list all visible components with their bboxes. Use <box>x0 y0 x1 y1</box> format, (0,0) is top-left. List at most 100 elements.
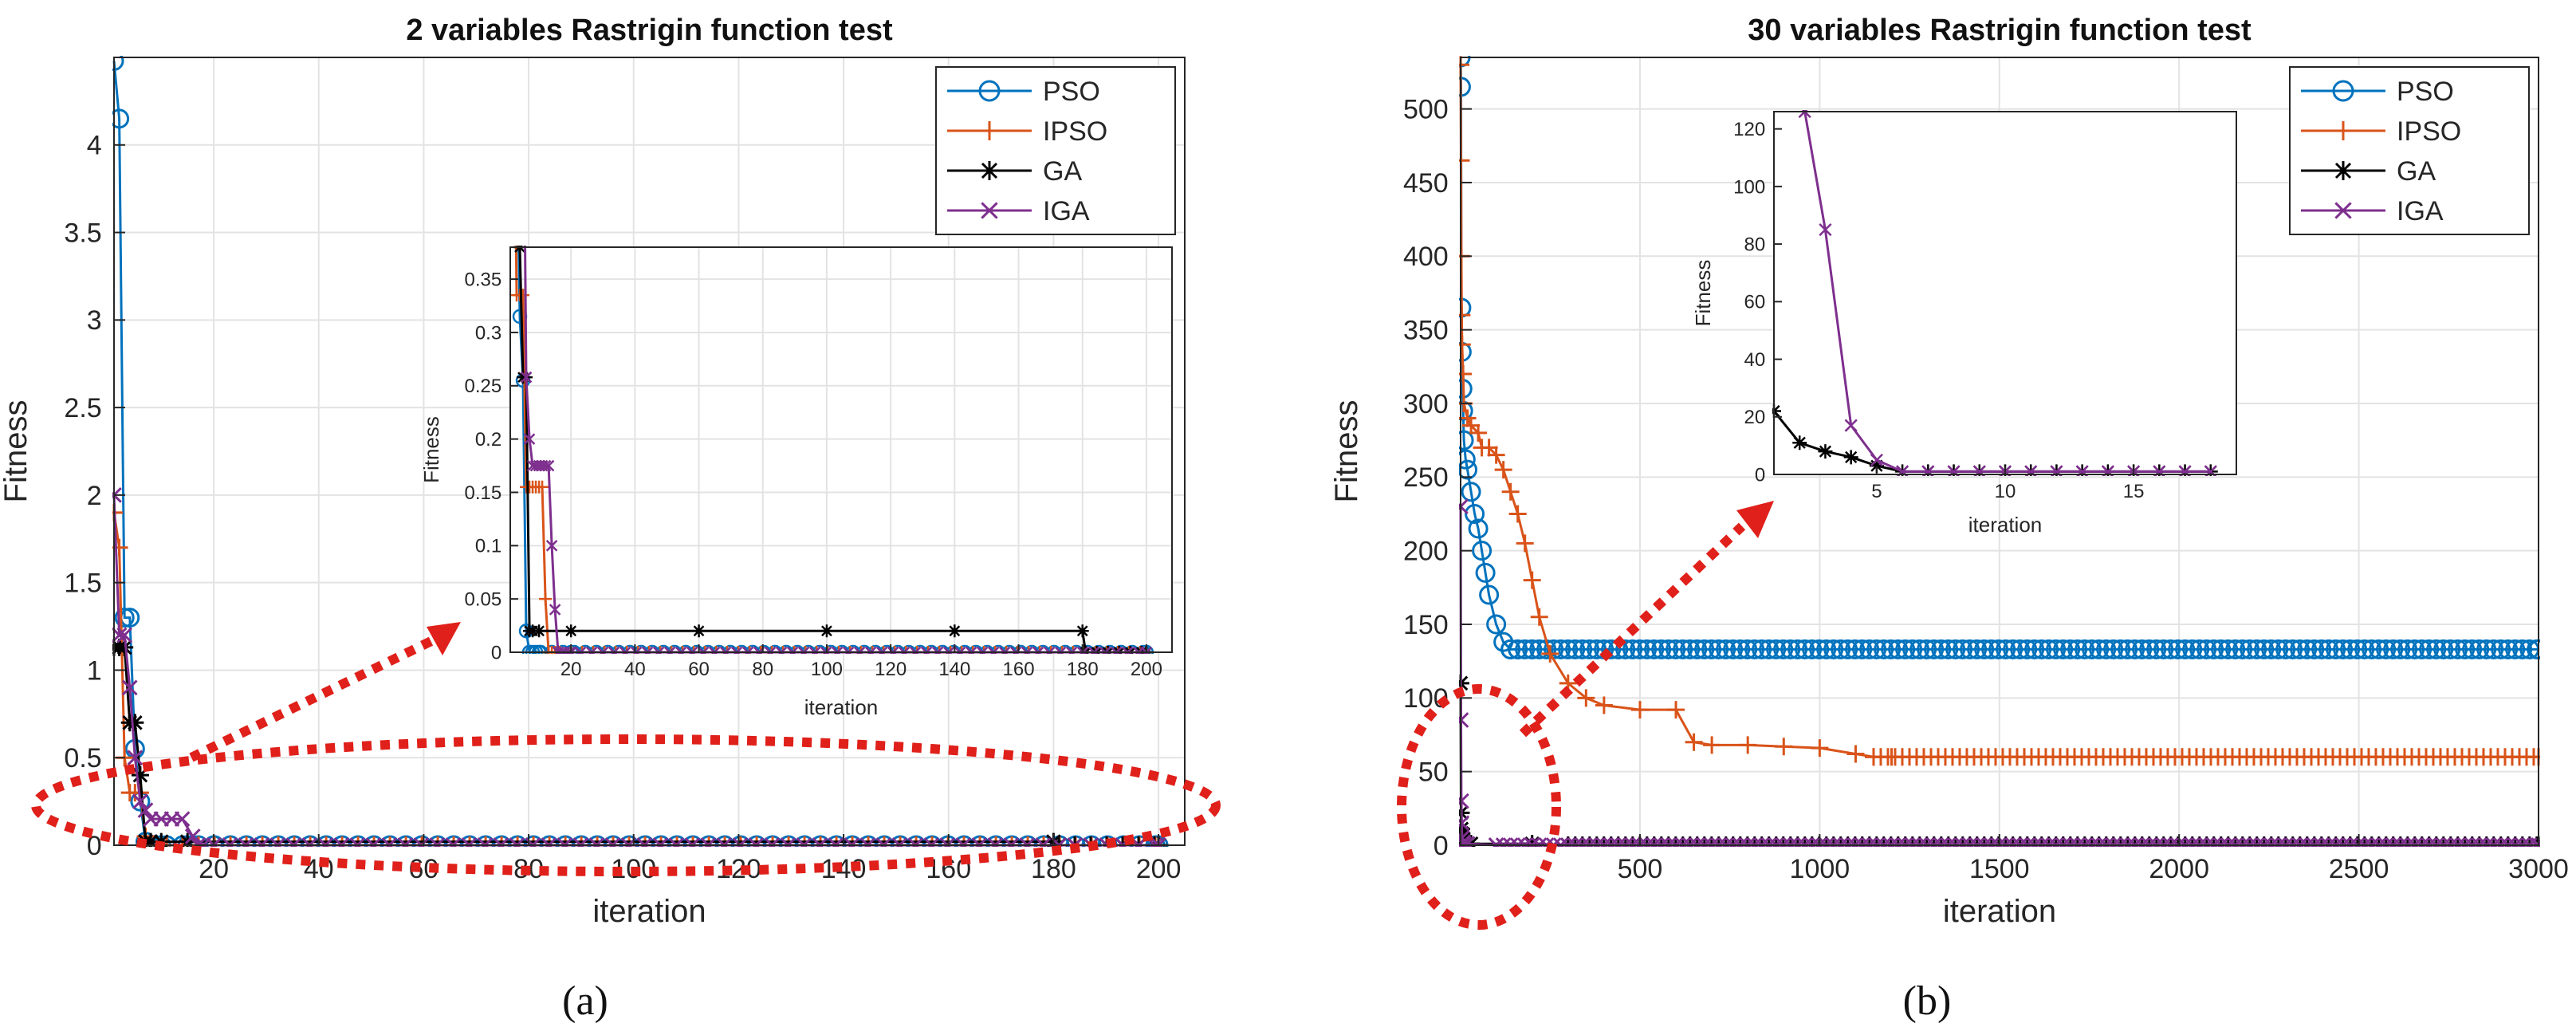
circle-marker <box>1816 639 1837 659</box>
circle-marker <box>2254 639 2275 659</box>
circle-marker <box>2476 639 2497 659</box>
circle-marker <box>2096 639 2117 659</box>
circle-marker <box>2240 639 2260 659</box>
y-tick-label: 0.3 <box>475 322 501 344</box>
circle-marker <box>2455 639 2476 659</box>
circle-marker <box>2218 639 2239 659</box>
circle-marker <box>1459 449 1476 470</box>
circle-marker <box>1874 639 1894 659</box>
plus-marker <box>1775 738 1793 756</box>
legend-label-ipso: IPSO <box>1043 116 1107 147</box>
circle-marker <box>1465 503 1485 524</box>
circle-marker <box>2110 639 2131 659</box>
cross-marker <box>1844 419 1858 432</box>
cross-marker <box>2178 465 2192 476</box>
cross-marker <box>137 802 154 818</box>
circle-marker <box>1673 639 1693 659</box>
cross-marker <box>520 371 533 384</box>
circle-marker <box>2318 639 2339 659</box>
circle-marker <box>1859 639 1880 659</box>
circle-marker <box>1795 639 1815 659</box>
circle-marker <box>2067 639 2088 659</box>
y-tick-label: 300 <box>1403 389 1449 419</box>
y-tick-label: 1.5 <box>64 569 101 599</box>
chart-a-inset: 20 40 60 80 100 120 140 160 180 200 0 0.05 0.1 0.15 0.… <box>419 246 1173 719</box>
circle-marker <box>2332 80 2354 102</box>
plus-marker <box>1459 409 1477 427</box>
circle-marker <box>1988 639 2009 659</box>
circle-marker <box>1823 639 1844 659</box>
plus-marker <box>2524 748 2540 766</box>
circle-marker <box>2017 639 2038 659</box>
chart-title: 30 variables Rastrigin function test <box>1748 14 2252 47</box>
plus-marker <box>1530 608 1548 626</box>
circle-marker <box>2412 639 2432 659</box>
circle-marker <box>2505 639 2526 659</box>
circle-marker <box>1953 639 1973 659</box>
circle-marker <box>2527 639 2540 659</box>
cross-marker <box>542 459 555 472</box>
chart-title: 2 variables Rastrigin function test <box>406 14 893 47</box>
circle-marker <box>2369 639 2389 659</box>
circle-marker <box>1902 639 1923 659</box>
circle-marker <box>2211 639 2232 659</box>
plus-marker <box>980 121 999 140</box>
asterisk-marker <box>116 638 134 656</box>
x-axis-label: iteration <box>1968 513 2043 537</box>
y-tick-label: 250 <box>1403 462 1449 493</box>
x-tick-label: 180 <box>1067 659 1099 680</box>
y-tick-label: 0.1 <box>475 536 501 557</box>
circle-marker <box>1651 639 1672 659</box>
circle-marker <box>1666 639 1686 659</box>
circle-marker <box>1744 639 1765 659</box>
circle-marker <box>1622 639 1643 659</box>
asterisk-marker <box>1792 435 1807 451</box>
cross-marker <box>523 433 536 445</box>
cross-marker <box>1819 222 1832 237</box>
circle-marker <box>1461 482 1481 502</box>
y-tick-label: 4 <box>87 131 102 161</box>
y-tick-label: 500 <box>1403 95 1449 125</box>
circle-marker <box>2290 639 2311 659</box>
x-tick-label: 180 <box>1031 854 1076 884</box>
circle-marker <box>1787 639 1808 659</box>
plus-marker <box>1516 534 1534 553</box>
circle-marker <box>1515 639 1536 659</box>
circle-marker <box>2161 639 2181 659</box>
plus-marker <box>517 289 530 302</box>
cross-marker <box>1459 836 1472 847</box>
y-tick-label: 150 <box>1403 610 1449 640</box>
asterisk-marker <box>820 624 833 638</box>
legend: PSO IPSO GA IGA <box>935 66 1176 235</box>
y-tick-label: 60 <box>1744 292 1765 313</box>
circle-marker <box>2031 639 2052 659</box>
zoom-arrow-a <box>189 635 437 762</box>
x-axis-label: iteration <box>592 894 706 929</box>
y-tick-label: 0.35 <box>464 270 501 291</box>
y-tick-label: 400 <box>1403 242 1449 272</box>
legend-label-iga: IGA <box>2397 196 2444 226</box>
circle-marker <box>1809 639 1830 659</box>
circle-marker <box>2283 639 2303 659</box>
circle-marker <box>1852 639 1873 659</box>
plus-marker <box>1487 446 1505 464</box>
circle-marker <box>2153 639 2174 659</box>
circle-marker <box>1558 639 1579 659</box>
circle-marker <box>1479 584 1500 605</box>
circle-marker <box>1752 639 1772 659</box>
plus-marker <box>1667 701 1685 719</box>
x-tick-label: 20 <box>560 659 582 680</box>
y-tick-label: 120 <box>1733 119 1765 140</box>
circle-marker <box>2433 639 2454 659</box>
legend-box <box>935 66 1176 235</box>
y-axis-label: Fitness <box>419 416 443 483</box>
cross-marker <box>1459 815 1470 832</box>
circle-marker <box>2484 639 2504 659</box>
circle-marker <box>2146 639 2167 659</box>
cross-marker <box>545 540 558 552</box>
circle-marker <box>2419 639 2440 659</box>
y-tick-label: 1 <box>87 655 102 686</box>
cross-marker <box>549 604 561 616</box>
circle-marker <box>2462 639 2483 659</box>
circle-marker <box>1938 639 1959 659</box>
